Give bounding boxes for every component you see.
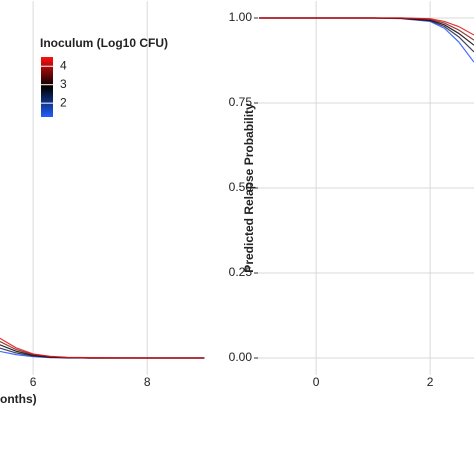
legend-label: 2 — [60, 95, 67, 109]
line — [259, 17, 474, 36]
colorbar — [41, 57, 53, 117]
legend-label: 4 — [60, 58, 67, 72]
x-tick-label: 0 — [313, 375, 320, 389]
plot-area — [0, 337, 205, 359]
y-tick-label: 0.75 — [229, 95, 253, 109]
x-tick-label: 2 — [427, 375, 434, 389]
x-tick-label: 6 — [30, 375, 37, 389]
legend-label: 3 — [60, 77, 67, 91]
x-tick-label: 8 — [144, 375, 151, 389]
y-tick-label: 0.00 — [229, 350, 253, 364]
y-tick-label: 0.50 — [229, 180, 253, 194]
line — [259, 17, 474, 53]
x-axis-label: onths) — [0, 392, 37, 406]
line — [259, 17, 474, 63]
plot-area — [259, 17, 474, 63]
y-axis-label: Predicted Relapse Probability — [242, 103, 256, 273]
y-tick-label: 0.25 — [229, 265, 253, 279]
line — [0, 337, 205, 359]
legend-title: Inoculum (Log10 CFU) — [40, 36, 168, 50]
y-tick-label: 1.00 — [229, 10, 253, 24]
